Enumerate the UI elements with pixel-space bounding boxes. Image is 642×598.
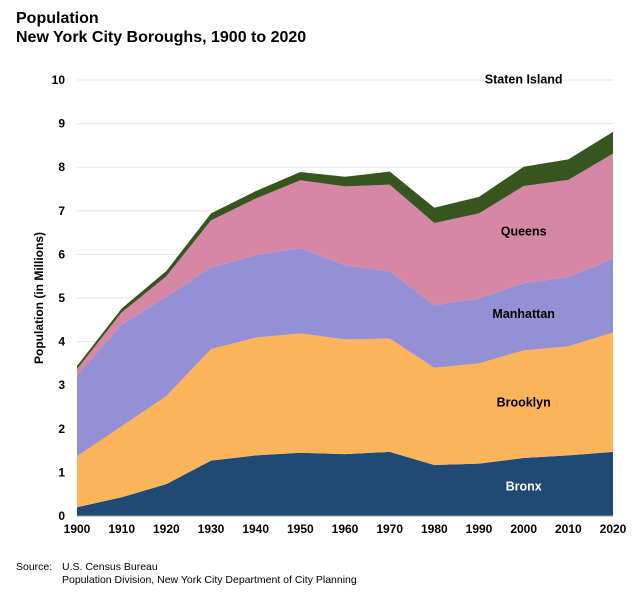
y-tick-label: 0 (58, 509, 65, 523)
y-tick-label: 2 (58, 422, 65, 436)
area-manhattan (77, 247, 613, 457)
area-queens (77, 153, 613, 376)
x-tick-label: 1900 (64, 522, 91, 536)
y-tick-label: 4 (58, 335, 65, 349)
area-brooklyn (77, 332, 613, 508)
source-line1: U.S. Census Bureau (62, 561, 158, 573)
y-tick-label: 9 (58, 117, 65, 131)
y-tick-label: 7 (58, 204, 65, 218)
chart-title: Population New York City Boroughs, 1900 … (16, 9, 306, 47)
x-tick-label: 1920 (153, 522, 180, 536)
source-line2: Population Division, New York City Depar… (62, 574, 357, 586)
series-label: Bronx (506, 479, 542, 493)
chart-subtitle: New York City Boroughs, 1900 to 2020 (16, 29, 307, 46)
y-tick-label: 1 (58, 465, 65, 479)
chart-title-line1: Population (16, 10, 99, 27)
source-note: Source: U.S. Census Bureau Population Div… (16, 561, 357, 587)
x-tick-label: 2000 (510, 522, 537, 536)
y-tick-label: 3 (58, 378, 65, 392)
series-label: Staten Island (485, 73, 563, 87)
series-label: Brooklyn (497, 396, 551, 410)
x-tick-label: 1990 (466, 522, 493, 536)
x-tick-label: 2020 (600, 522, 627, 536)
x-tick-label: 1940 (242, 522, 269, 536)
x-tick-label: 1950 (287, 522, 314, 536)
y-tick-label: 6 (58, 247, 65, 261)
x-tick-label: 1960 (332, 522, 359, 536)
x-tick-label: 1910 (108, 522, 135, 536)
area-bronx (77, 451, 613, 516)
x-tick-label: 1980 (421, 522, 448, 536)
y-tick-label: 8 (58, 160, 65, 174)
x-tick-label: 1930 (198, 522, 225, 536)
y-tick-label: 5 (58, 291, 65, 305)
series-label: Manhattan (492, 307, 555, 321)
source-label: Source: (16, 561, 53, 573)
y-tick-label: 10 (52, 73, 66, 87)
area-staten-island (77, 131, 613, 370)
series-label: Queens (501, 225, 547, 239)
x-tick-label: 2010 (555, 522, 582, 536)
y-axis-label: Population (in Millions) (32, 232, 46, 364)
x-tick-label: 1970 (376, 522, 403, 536)
